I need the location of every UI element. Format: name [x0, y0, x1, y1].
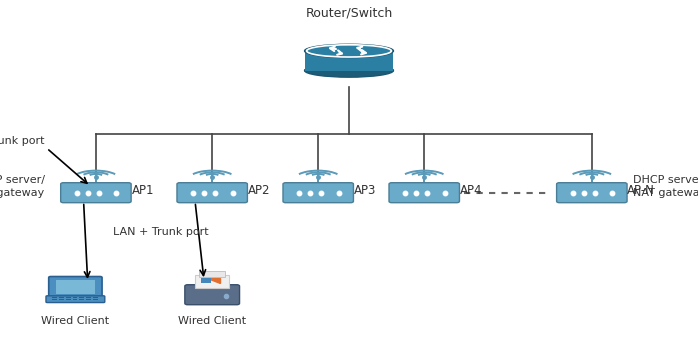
Text: AP-N: AP-N [628, 184, 655, 197]
Bar [66, 299, 70, 300]
Bar [199, 271, 225, 277]
Bar [80, 299, 84, 300]
Bar [93, 299, 98, 300]
FancyBboxPatch shape [177, 183, 247, 203]
Polygon shape [207, 278, 221, 282]
Text: Wired Client: Wired Client [178, 316, 246, 326]
Bar [87, 299, 91, 300]
FancyBboxPatch shape [46, 296, 105, 302]
Bar [195, 276, 229, 288]
Text: WAN + Trunk port: WAN + Trunk port [0, 136, 45, 146]
Bar [56, 280, 95, 294]
Bar [304, 51, 394, 71]
Text: Wired Client: Wired Client [41, 316, 110, 326]
Text: DHCP server/
NAT gateway: DHCP server/ NAT gateway [0, 175, 45, 198]
FancyBboxPatch shape [283, 183, 353, 203]
Bar [73, 299, 77, 300]
Bar [52, 299, 57, 300]
Ellipse shape [304, 64, 394, 77]
Bar [66, 297, 70, 298]
FancyBboxPatch shape [49, 277, 102, 297]
Bar [201, 278, 211, 282]
Bar [87, 297, 91, 298]
Text: DHCP server/
NAT gateway: DHCP server/ NAT gateway [633, 175, 698, 198]
Text: LAN + Trunk port: LAN + Trunk port [113, 226, 209, 237]
FancyBboxPatch shape [556, 183, 627, 203]
Text: AP2: AP2 [248, 184, 270, 197]
Bar [93, 297, 98, 298]
Text: AP3: AP3 [354, 184, 376, 197]
Text: AP4: AP4 [460, 184, 482, 197]
Bar [59, 299, 64, 300]
FancyBboxPatch shape [185, 285, 239, 305]
Ellipse shape [304, 44, 394, 58]
Bar [73, 297, 77, 298]
FancyBboxPatch shape [61, 183, 131, 203]
Bar [80, 297, 84, 298]
Bar [52, 297, 57, 298]
Text: AP1: AP1 [131, 184, 154, 197]
FancyBboxPatch shape [389, 183, 459, 203]
Text: Router/Switch: Router/Switch [306, 7, 392, 20]
Bar [59, 297, 64, 298]
